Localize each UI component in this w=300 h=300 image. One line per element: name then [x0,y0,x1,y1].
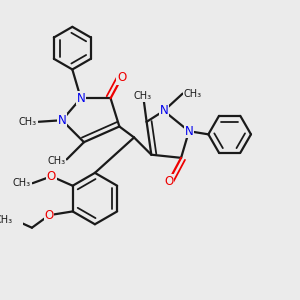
Text: O: O [117,71,126,84]
Text: N: N [76,92,85,105]
Text: CH₃: CH₃ [0,215,13,225]
Text: CH₃: CH₃ [19,117,37,127]
Text: N: N [160,104,168,117]
Text: CH₃: CH₃ [13,178,31,188]
Text: CH₃: CH₃ [184,88,202,99]
Text: O: O [164,175,173,188]
Text: CH₃: CH₃ [47,156,65,166]
Text: N: N [58,114,66,127]
Text: CH₃: CH₃ [134,92,152,101]
Text: O: O [44,209,54,222]
Text: O: O [47,170,56,183]
Text: N: N [184,125,193,138]
